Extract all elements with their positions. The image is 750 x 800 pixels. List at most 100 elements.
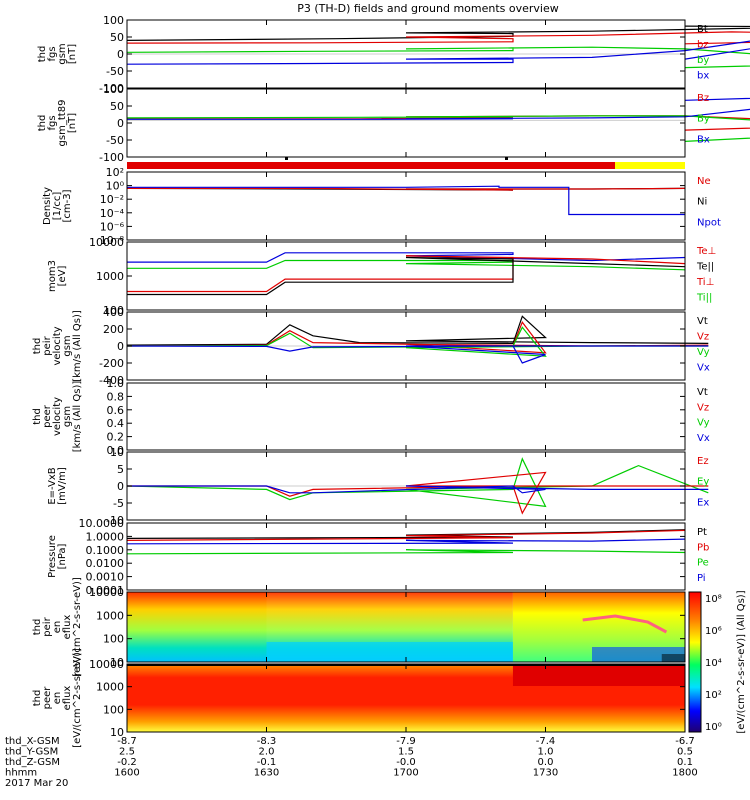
y-axis-label: fgs (47, 115, 58, 130)
legend-entry: Vx (697, 433, 710, 444)
y-axis-label: [km/s (All Qs)] (72, 381, 83, 453)
legend-entry: Vz (697, 332, 709, 343)
y-axis-label: thd (32, 619, 43, 636)
y-axis-label: thd (37, 46, 48, 63)
y-tick-label: 0.6 (107, 404, 125, 417)
y-axis-label: en (52, 621, 63, 634)
y-tick-label: 1.0000 (86, 530, 125, 543)
y-tick-label: 100 (103, 304, 124, 317)
series-line-Pt (126, 529, 686, 539)
y-axis-label: peer (42, 686, 53, 710)
y-axis-label: [eV/(cm^2-s-sr-eV)] (72, 577, 83, 677)
y-tick-label: 10 (110, 446, 124, 459)
y-tick-label: -400 (99, 374, 124, 387)
colorbar-label: [eV/(cm^2-s-sr-eV)] (All Qs)] (736, 590, 747, 733)
legend-entry: Npot (697, 217, 721, 228)
y-axis-label: thd (32, 408, 43, 425)
y-tick-label: -50 (106, 134, 124, 147)
x-axis-value: -0.2 (117, 757, 137, 768)
y-tick-label: 400 (103, 306, 124, 319)
legend-entry: Ni (697, 197, 707, 208)
y-tick-label: 0.8 (107, 390, 125, 403)
series-line-Ez (127, 471, 709, 515)
heatmap-feature (582, 614, 668, 634)
y-tick-label: -10 (106, 514, 124, 527)
y-axis-label: [cm-3] (62, 189, 73, 222)
legend-entry: Pb (697, 542, 709, 553)
legend-entry: Ne (697, 176, 711, 187)
heatmap-block (512, 664, 685, 686)
y-tick-label: 0 (117, 117, 124, 130)
y-axis-label: thd (37, 115, 48, 132)
x-axis-row-label: hhmm (5, 768, 37, 779)
y-tick-label: 100 (103, 14, 124, 27)
y-axis-label: velocity (52, 326, 63, 365)
series-line-Vt (126, 315, 709, 346)
y-axis-label: gsm_tt89 (57, 100, 68, 147)
series-line-Ti⊥ (127, 252, 686, 263)
series-line-Ey (126, 457, 709, 508)
y-axis-label: Density (42, 187, 53, 225)
y-tick-label: 1000 (96, 609, 124, 622)
y-tick-label: 50 (110, 31, 124, 44)
panel-frame (126, 88, 686, 158)
y-axis-label: fgs (47, 46, 58, 61)
date-label: 2017 Mar 20 (5, 778, 68, 789)
y-axis-label: [mV/m] (57, 467, 68, 505)
series-line-bz (126, 31, 750, 45)
series-line-Vx (126, 345, 709, 364)
x-axis-value: 1.5 (398, 747, 414, 758)
legend-entry: Bt (697, 24, 708, 35)
y-tick-label: 10² (106, 166, 124, 179)
legend-entry: Vx (697, 363, 710, 374)
y-axis-label: [nT] (67, 44, 78, 64)
y-axis-label: Pressure (47, 535, 58, 578)
x-axis-value: -7.9 (396, 736, 416, 747)
y-tick-label: -200 (99, 357, 124, 370)
legend-entry: Vt (697, 316, 708, 327)
y-tick-label: 10 (110, 726, 124, 739)
y-axis-label: [eV/(cm^2-s-sr-eV)] (72, 648, 83, 748)
y-tick-label: 10⁻⁸ (100, 234, 125, 247)
status-tick (505, 157, 508, 160)
panel-p4: 10000 1000 100 mom3 [eV] Te⊥ Te|| Ti⊥ Ti|| (47, 236, 716, 317)
y-tick-label: 100 (103, 633, 124, 646)
legend-entry: Ez (697, 456, 709, 467)
y-tick-label: 0.2 (107, 431, 125, 444)
series-line-Pe (126, 549, 686, 555)
legend-entry: Bx (697, 134, 710, 145)
legend-entry: Ti|| (696, 293, 712, 304)
y-tick-label: 1.0 (107, 377, 125, 390)
x-axis-value: -0.0 (396, 757, 416, 768)
legend-entry: Vz (697, 402, 709, 413)
y-axis-label: velocity (52, 397, 63, 436)
heatmap-block (266, 642, 513, 662)
heatmap-block (127, 592, 267, 662)
x-axis-value: 0.5 (677, 747, 693, 758)
series-line-Vz (126, 320, 709, 354)
series-line-Pi (126, 538, 686, 545)
y-tick-label: 0 (117, 340, 124, 353)
y-tick-label: 0.0010 (86, 571, 125, 584)
legend-entry: Pi (697, 573, 706, 584)
colorbar: 10⁸ 10⁶ 10⁴ 10² 10⁰ [eV/(cm^2-s-sr-eV)] (All… (688, 590, 747, 734)
legend-entry: Pe (697, 558, 709, 569)
legend-entry: By (697, 114, 710, 125)
series-line-Te⊥ (127, 255, 686, 293)
legend-entry: bz (697, 40, 709, 51)
x-axis-row-label: thd_X-GSM (5, 736, 60, 747)
colorbar-tick-label: 10⁴ (705, 658, 722, 669)
panel-p5: 400 200 0 -200 -400 thd peir velocity gsm [km/s (… (32, 306, 710, 387)
x-axis-value: 1800 (672, 768, 697, 779)
x-axis-value: -0.1 (257, 757, 277, 768)
series-line-Te|| (127, 256, 686, 296)
series-line-bx (126, 40, 750, 65)
y-tick-label: 10000 (89, 236, 124, 249)
status-tick (285, 157, 288, 160)
heatmap-block (661, 654, 685, 662)
y-tick-label: 10 (110, 656, 124, 669)
y-axis-label: peir (42, 335, 53, 355)
y-tick-label: -5 (113, 497, 124, 510)
y-axis-label: [km/s (All Qs)] (72, 310, 83, 382)
